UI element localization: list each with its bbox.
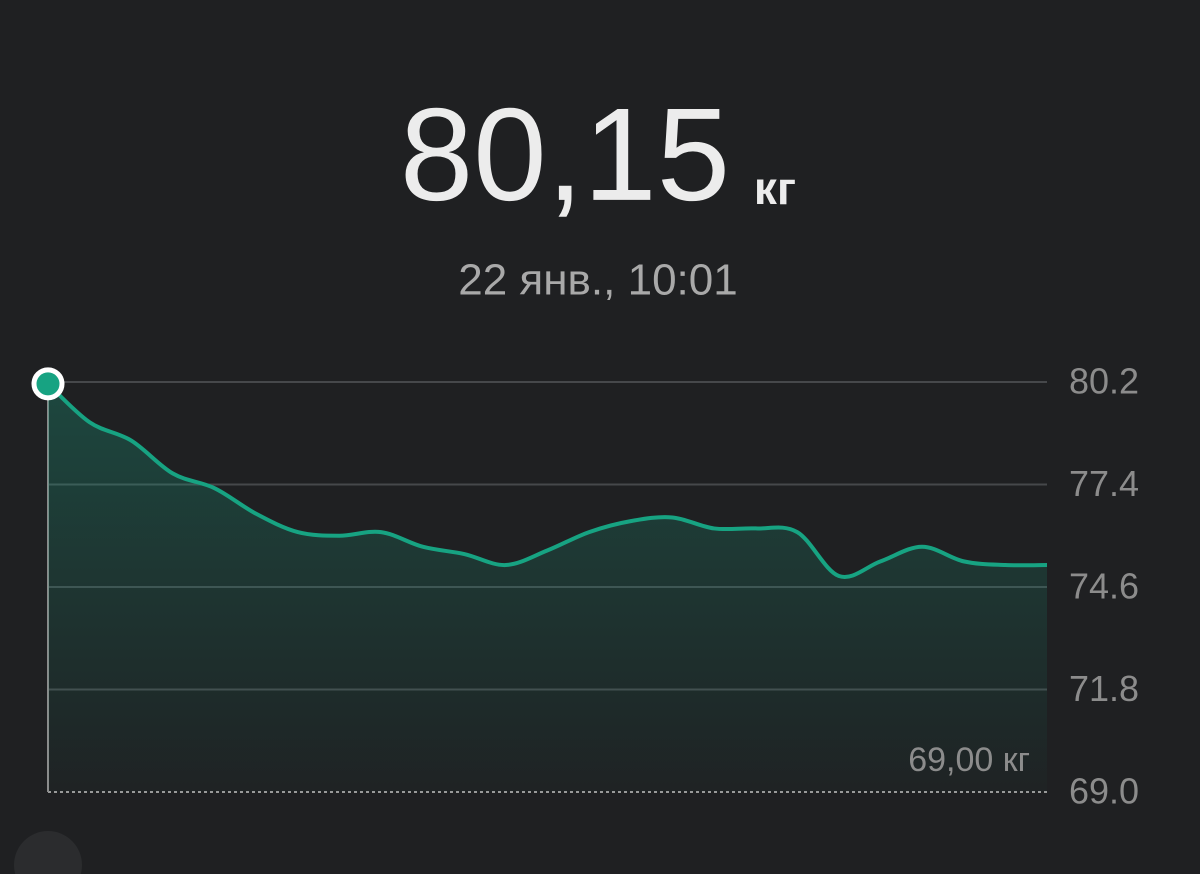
weight-line [46,382,1048,579]
current-point [31,367,65,401]
date-time: 22 янв., 10:01 [458,256,737,305]
y-tick-label: 74.6 [1069,566,1139,607]
y-tick-label: 80.2 [1069,361,1139,402]
y-tick-label: 69.0 [1069,771,1139,812]
y-tick-label: 77.4 [1069,463,1139,504]
min-annotation: 69,00 кг [908,741,1030,779]
weight-unit: кг [754,162,796,214]
nav-button[interactable] [14,831,82,874]
weight-value: 80,15 [400,81,730,228]
area-fill [48,383,1047,792]
y-tick-label: 71.8 [1069,668,1139,709]
chart: 80.2 77.4 74.6 71.8 69.0 69,00 кг [31,361,1139,812]
